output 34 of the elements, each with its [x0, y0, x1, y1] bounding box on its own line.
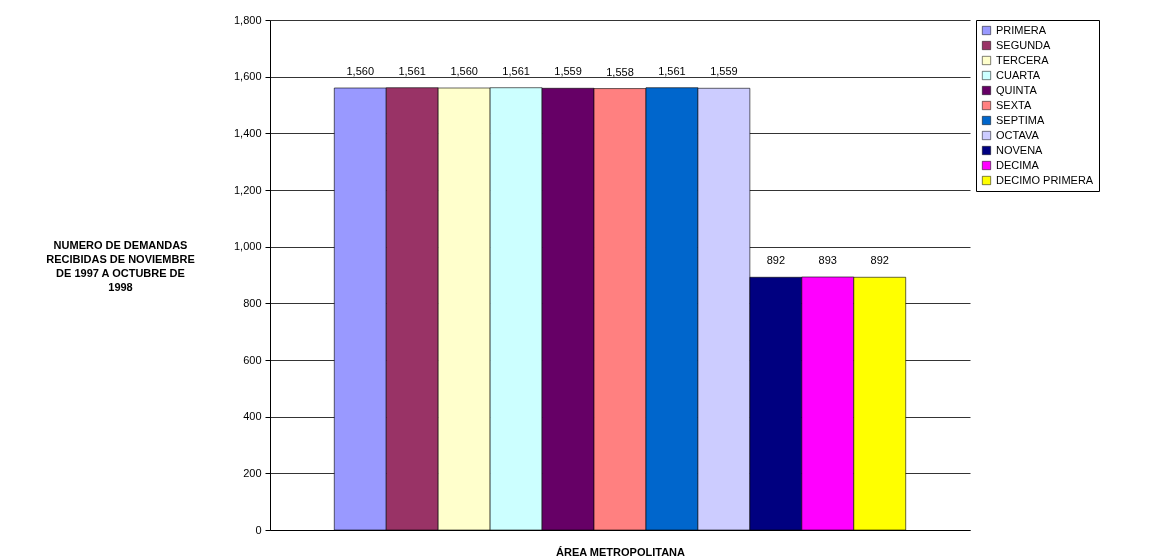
- legend-label: SEGUNDA: [996, 38, 1052, 51]
- data-label: 1,561: [398, 64, 426, 77]
- y-tick-label: 800: [243, 296, 262, 309]
- data-label: 1,559: [554, 65, 582, 78]
- data-label: 1,561: [658, 64, 686, 77]
- data-label: 893: [818, 253, 837, 266]
- y-tick-label: 200: [243, 466, 262, 479]
- legend-label: NOVENA: [996, 143, 1044, 156]
- data-label: 1,560: [346, 65, 375, 77]
- legend-label: SEXTA: [996, 98, 1032, 111]
- data-label: 1,558: [606, 65, 634, 78]
- y-tick-label: 1,600: [233, 70, 262, 83]
- y-tick-label: 1,000: [233, 240, 262, 253]
- data-label: 892: [766, 254, 786, 267]
- y-tick-label: 1,800: [233, 13, 262, 26]
- data-label: 1,560: [450, 65, 478, 77]
- data-label: 1,559: [710, 65, 738, 78]
- y-tick-label: 0: [255, 523, 262, 536]
- y-tick-label: 600: [243, 353, 262, 366]
- data-label: 892: [870, 254, 889, 267]
- y-axis-title: NUMERO DE DEMANDAS RECIBIDAS DE NOVIEMBRE DE 1997 A OCTUBRE DE 1998: [46, 238, 195, 293]
- y-tick-label: 400: [243, 410, 262, 423]
- legend-label: DECIMA: [996, 158, 1040, 171]
- y-tick-label: 1,400: [233, 126, 262, 139]
- data-label: 1,561: [502, 64, 530, 77]
- legend-label: DECIMO PRIMERA: [996, 173, 1094, 186]
- y-tick-label: 1,200: [233, 183, 262, 196]
- legend-label: PRIMERA: [996, 23, 1047, 36]
- legend-label: TERCERA: [996, 53, 1050, 66]
- legend-label: QUINTA: [996, 83, 1038, 96]
- legend-label: OCTAVA: [996, 128, 1040, 141]
- x-axis-title: ÁREA METROPOLITANA: [556, 545, 686, 558]
- legend-label: CUARTA: [996, 68, 1041, 81]
- legend-label: SEPTIMA: [996, 113, 1045, 126]
